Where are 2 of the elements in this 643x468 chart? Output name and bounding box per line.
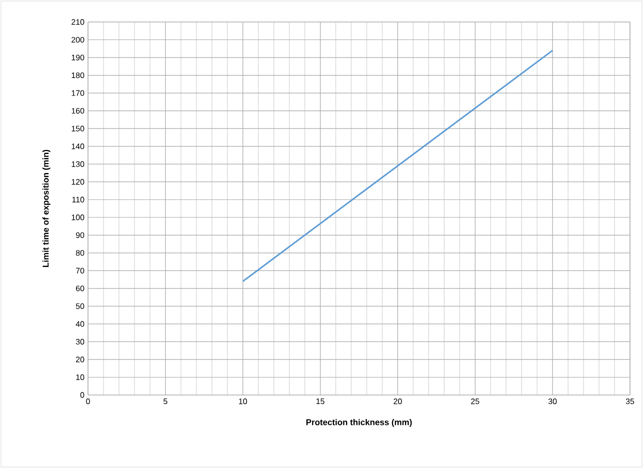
- x-axis-title: Protection thickness (mm): [306, 419, 412, 427]
- y-axis-title: Limit time of exposition (min): [42, 150, 50, 267]
